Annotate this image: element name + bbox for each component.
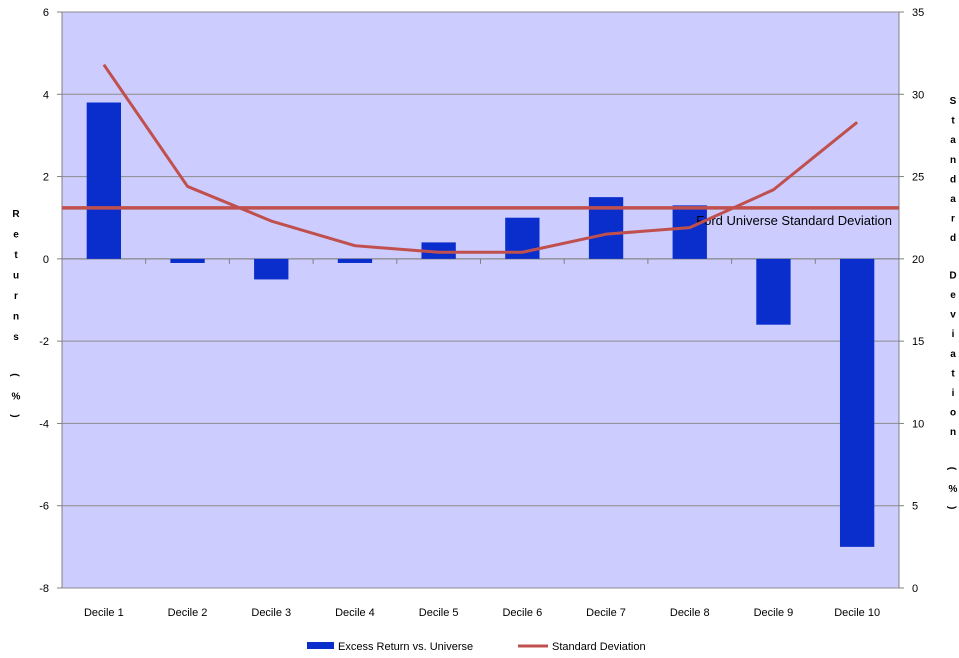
bar-9 bbox=[756, 258, 791, 325]
bar-2 bbox=[170, 258, 205, 263]
category-label: Decile 3 bbox=[251, 607, 291, 619]
axis-label-letter: u bbox=[13, 271, 19, 282]
category-label: Decile 5 bbox=[419, 607, 459, 619]
y-tick-label: -6 bbox=[39, 501, 49, 513]
category-labels: Decile 1 Decile 2 Decile 3 Decile 4 Decile 5… bbox=[84, 607, 880, 619]
y2-tick-label: 0 bbox=[912, 583, 918, 595]
axis-label-letter: ( bbox=[946, 467, 957, 471]
y-tick-label: -8 bbox=[39, 583, 49, 595]
axis-label-letter: % bbox=[949, 484, 958, 495]
axis-label-letter: i bbox=[952, 329, 955, 340]
axis-label-letter: n bbox=[950, 427, 956, 438]
category-label: Decile 8 bbox=[670, 607, 710, 619]
axis-label-letter: n bbox=[13, 312, 19, 323]
axis-label-letter: ) bbox=[946, 506, 957, 509]
y2-tick-label: 15 bbox=[912, 336, 924, 348]
category-label: Decile 10 bbox=[834, 607, 880, 619]
y2-tick-label: 10 bbox=[912, 418, 924, 430]
legend-label-line: Standard Deviation bbox=[552, 641, 646, 653]
axis-label-letter: D bbox=[949, 270, 956, 281]
axis-label-letter: % bbox=[12, 391, 21, 402]
category-label: Decile 7 bbox=[586, 607, 626, 619]
legend-swatch-bars bbox=[307, 642, 334, 649]
axis-label-letter: s bbox=[13, 332, 19, 343]
y-tick-label: 2 bbox=[43, 172, 49, 184]
bar-10 bbox=[839, 258, 875, 547]
y-tick-label: -2 bbox=[39, 336, 49, 348]
axis-label-letter: a bbox=[950, 135, 956, 146]
bars bbox=[86, 102, 875, 547]
axis-label-letter: r bbox=[951, 214, 955, 225]
axis-label-letter: i bbox=[952, 388, 955, 399]
axis-label-letter: S bbox=[950, 96, 957, 107]
bar-4 bbox=[337, 258, 373, 263]
axis-label-letter: r bbox=[14, 291, 18, 302]
axis-label-letter: a bbox=[950, 194, 956, 205]
bar-8 bbox=[672, 205, 707, 259]
category-label: Decile 2 bbox=[168, 607, 208, 619]
standard-deviation-line bbox=[102, 63, 859, 254]
axis-label-letter: ( bbox=[9, 373, 20, 377]
y-tick-label: -4 bbox=[39, 418, 49, 430]
y2-tick-label: 5 bbox=[912, 501, 918, 513]
y-tick-label: 0 bbox=[43, 254, 49, 266]
y2-tick-label: 30 bbox=[912, 89, 924, 101]
y-tick-label: 6 bbox=[43, 7, 49, 19]
y2-tick-label: 25 bbox=[912, 172, 924, 184]
left-axis-ticks: 6 4 2 0 -2 -4 -6 -8 bbox=[39, 7, 63, 595]
legend-label-bars: Excess Return vs. Universe bbox=[338, 641, 473, 653]
axis-label-letter: d bbox=[950, 233, 956, 244]
axis-label-letter: a bbox=[950, 349, 956, 360]
y-tick-label: 4 bbox=[43, 89, 49, 101]
axis-label-letter: d bbox=[950, 174, 956, 185]
bar-3 bbox=[254, 258, 289, 280]
axis-label-letter: n bbox=[950, 155, 956, 166]
legend: Excess Return vs. Universe Standard Devi… bbox=[307, 641, 646, 653]
axis-label-letter: o bbox=[950, 408, 956, 419]
category-label: Decile 6 bbox=[502, 607, 542, 619]
y2-tick-label: 20 bbox=[912, 254, 924, 266]
axis-label-letter: ) bbox=[9, 414, 20, 417]
category-label: Decile 9 bbox=[754, 607, 794, 619]
axis-label-letter: R bbox=[12, 209, 20, 220]
category-label: Decile 1 bbox=[84, 607, 124, 619]
axis-label-letter: v bbox=[950, 310, 956, 321]
bar-5 bbox=[421, 242, 456, 259]
axis-label-letter: t bbox=[951, 116, 955, 127]
axis-label-letter: t bbox=[951, 368, 955, 379]
category-label: Decile 4 bbox=[335, 607, 375, 619]
bar-1 bbox=[86, 102, 122, 259]
y2-tick-label: 35 bbox=[912, 7, 924, 19]
axis-label-letter: e bbox=[950, 290, 956, 301]
axis-label-letter: t bbox=[14, 250, 18, 261]
reference-line-label: Ford Universe Standard Deviation bbox=[696, 213, 892, 228]
right-axis-ticks: 35 30 25 20 15 10 5 0 bbox=[898, 7, 924, 595]
axis-label-letter: e bbox=[13, 230, 19, 241]
